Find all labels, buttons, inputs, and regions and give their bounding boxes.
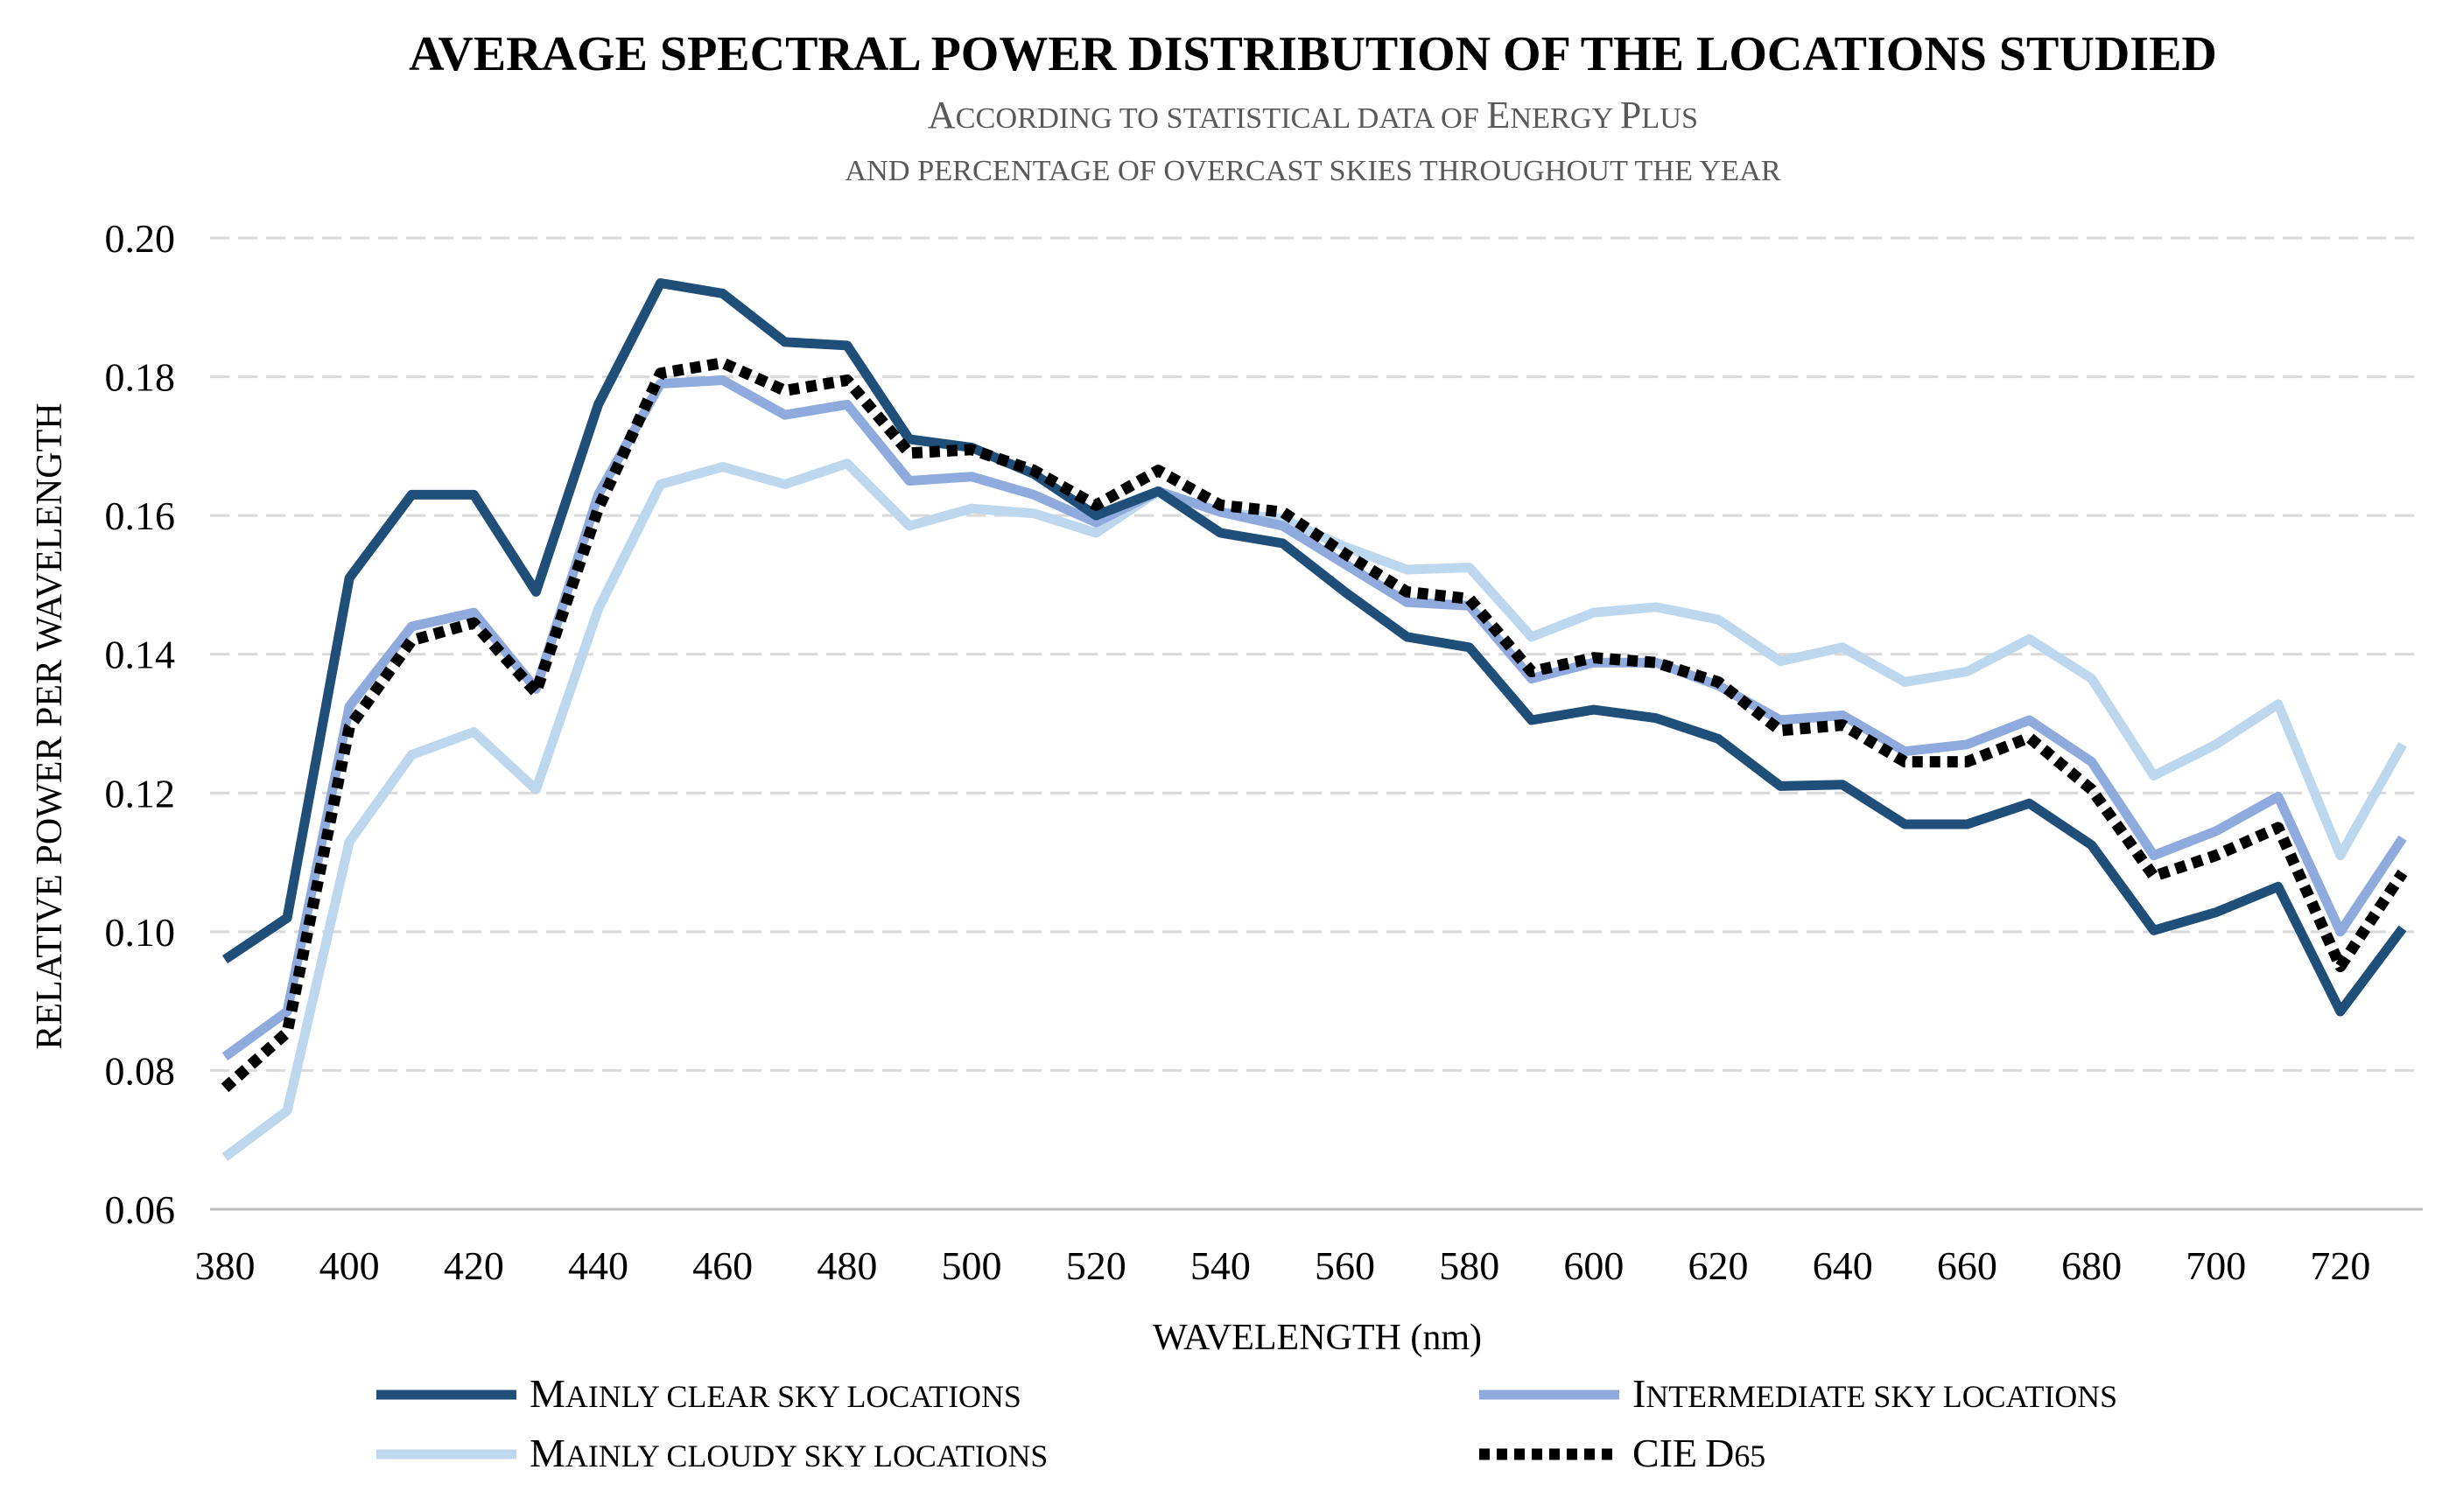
x-tick-label: 600 bbox=[1563, 1243, 1624, 1288]
x-tick-label: 420 bbox=[444, 1243, 504, 1288]
x-tick-label: 580 bbox=[1439, 1243, 1499, 1288]
x-tick-label: 380 bbox=[195, 1243, 256, 1288]
series-line-mainly-clear-sky-locations bbox=[221, 278, 2407, 1017]
x-tick-label: 660 bbox=[1937, 1243, 1997, 1288]
x-tick-label: 560 bbox=[1315, 1243, 1375, 1288]
x-tick-label: 480 bbox=[817, 1243, 877, 1288]
x-axis-title: WAVELENGTH (nm) bbox=[1153, 1318, 1482, 1358]
x-axis-ticks: 380 400 420 440 460 480 500 520 540 560 580 600 620 6… bbox=[195, 1243, 2371, 1288]
chart-subtitle-line-1: ACCORDING TO STATISTICAL DATA OF ENERGY … bbox=[928, 94, 1698, 136]
legend-item: INTERMEDIATE SKY LOCATIONS bbox=[1479, 1371, 2117, 1416]
x-tick-label: 440 bbox=[568, 1243, 628, 1288]
legend: MAINLY CLEAR SKY LOCATIONS INTERMEDIATE S… bbox=[376, 1371, 2117, 1475]
series-line-intermediate-sky-locations bbox=[221, 375, 2407, 1061]
gridlines bbox=[210, 236, 2423, 1211]
x-tick-label: 460 bbox=[692, 1243, 753, 1288]
y-tick-label: 0.08 bbox=[105, 1048, 176, 1093]
legend-label: MAINLY CLOUDY SKY LOCATIONS bbox=[530, 1431, 1048, 1475]
chart-title: AVERAGE SPECTRAL POWER DISTRIBUTION OF T… bbox=[409, 27, 2217, 81]
y-tick-label: 0.14 bbox=[105, 633, 176, 677]
y-tick-label: 0.12 bbox=[105, 771, 176, 816]
x-tick-label: 680 bbox=[2061, 1243, 2122, 1288]
y-axis-title: RELATIVE POWER PER WAVELENGTH bbox=[30, 402, 70, 1049]
legend-label: CIE D65 bbox=[1632, 1431, 1765, 1475]
x-tick-label: 500 bbox=[942, 1243, 1002, 1288]
legend-item: MAINLY CLEAR SKY LOCATIONS bbox=[376, 1371, 1021, 1416]
x-tick-label: 720 bbox=[2310, 1243, 2370, 1288]
series-line-cie-d65 bbox=[221, 357, 2408, 1093]
legend-item: MAINLY CLOUDY SKY LOCATIONS bbox=[376, 1431, 1048, 1475]
legend-item: CIE D65 bbox=[1479, 1431, 1765, 1475]
series-lines bbox=[221, 278, 2408, 1161]
x-tick-label: 700 bbox=[2186, 1243, 2246, 1288]
x-tick-label: 640 bbox=[1813, 1243, 1873, 1288]
x-tick-label: 540 bbox=[1190, 1243, 1251, 1288]
y-tick-label: 0.18 bbox=[105, 355, 176, 400]
x-tick-label: 400 bbox=[319, 1243, 380, 1288]
chart-subtitle-line-2: AND PERCENTAGE OF OVERCAST SKIES THROUGH… bbox=[845, 154, 1781, 187]
y-tick-label: 0.16 bbox=[105, 494, 176, 538]
legend-label: INTERMEDIATE SKY LOCATIONS bbox=[1632, 1371, 2117, 1416]
legend-label: MAINLY CLEAR SKY LOCATIONS bbox=[530, 1371, 1021, 1416]
y-tick-label: 0.06 bbox=[105, 1187, 176, 1232]
x-tick-label: 520 bbox=[1066, 1243, 1126, 1288]
y-tick-label: 0.20 bbox=[105, 216, 176, 261]
y-axis-ticks: 0.20 0.18 0.16 0.14 0.12 0.10 0.08 0.06 bbox=[105, 216, 176, 1232]
y-tick-label: 0.10 bbox=[105, 910, 176, 955]
x-tick-label: 620 bbox=[1688, 1243, 1749, 1288]
